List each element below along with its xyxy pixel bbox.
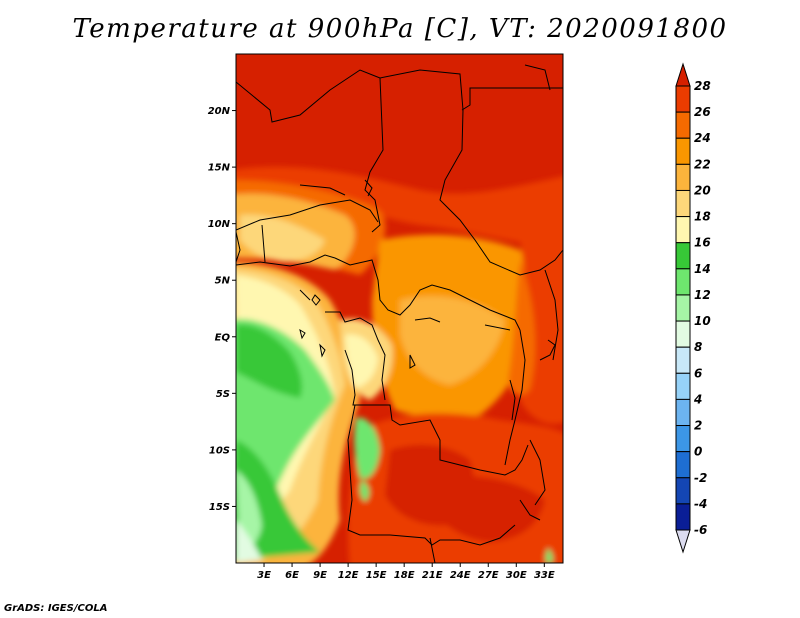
colorbar-min-triangle (675, 529, 691, 554)
colorbar-label: 0 (694, 445, 702, 459)
colorbar-label: 6 (694, 366, 702, 380)
lon-tick-label: 30E (506, 570, 527, 581)
colorbar-swatch (675, 372, 691, 400)
lon-tick-label: 12E (338, 570, 359, 581)
colorbar-label: 2 (694, 419, 702, 433)
colorbar-label: 10 (694, 314, 711, 328)
lon-tick-label: 9E (313, 570, 327, 581)
colorbar-swatch (675, 85, 691, 113)
latitude-axis: 20N 15N 10N 5N EQ 5S 10S 15S (208, 106, 236, 513)
lat-tick-label: 5S (216, 389, 230, 400)
lon-tick-label: 6E (285, 570, 299, 581)
lat-tick-label: 10N (208, 219, 231, 230)
lat-tick-label: 10S (209, 445, 230, 456)
colorbar-label: 12 (694, 288, 711, 302)
lat-tick-label: EQ (215, 332, 231, 343)
colorbar-swatch (675, 503, 691, 531)
colorbar-label: 28 (694, 79, 711, 93)
colorbar-label: 24 (694, 131, 711, 145)
colorbar-label: 22 (694, 157, 711, 171)
colorbar-swatch (675, 477, 691, 505)
colorbar-swatch (675, 268, 691, 296)
map-frame (235, 53, 564, 564)
colorbar-swatch (675, 425, 691, 453)
colorbar-max-triangle (675, 62, 691, 87)
colorbar-swatch (675, 451, 691, 479)
lat-tick-label: 5N (215, 276, 231, 287)
colorbar-swatch (675, 216, 691, 244)
colorbar-swatch (675, 398, 691, 427)
footer-credit: GrADS: IGES/COLA (4, 603, 108, 614)
lon-tick-label: 15E (366, 570, 387, 581)
colorbar-label: 8 (694, 340, 702, 354)
colorbar-label: -6 (694, 523, 707, 537)
lon-tick-label: 18E (394, 570, 415, 581)
colorbar-label: 26 (694, 105, 711, 119)
colorbar-label: 18 (694, 210, 711, 224)
colorbar-swatch (675, 346, 691, 374)
lon-tick-label: 27E (478, 570, 499, 581)
colorbar-label: -2 (694, 471, 707, 485)
lon-tick-label: 21E (422, 570, 443, 581)
colorbar-swatch (675, 294, 691, 322)
colorbar-swatch (675, 137, 691, 165)
lat-tick-label: 20N (208, 106, 231, 117)
lat-tick-label: 15N (208, 163, 231, 174)
colorbar-swatch (675, 163, 691, 191)
temperature-field (236, 54, 563, 563)
colorbar-swatch (675, 189, 691, 218)
longitude-axis: 3E 6E 9E 12E 15E 18E 21E 24E 27E 30E 33E (257, 563, 555, 581)
colorbar-label: 14 (694, 262, 711, 276)
lon-tick-label: 24E (450, 570, 471, 581)
colorbar-swatch (675, 320, 691, 348)
colorbar-label: 4 (693, 392, 702, 406)
colorbar-label: 20 (694, 183, 711, 197)
colorbar-swatch (675, 242, 691, 270)
chart-title: Temperature at 900hPa [C], VT: 202009180… (72, 14, 728, 44)
lon-tick-label: 3E (257, 570, 271, 581)
lat-tick-label: 15S (209, 502, 230, 513)
colorbar-swatch (675, 111, 691, 139)
country-borders (236, 64, 563, 563)
lon-tick-label: 33E (534, 570, 555, 581)
colorbar-label: -4 (694, 497, 707, 511)
colorbar-label: 16 (694, 236, 711, 250)
